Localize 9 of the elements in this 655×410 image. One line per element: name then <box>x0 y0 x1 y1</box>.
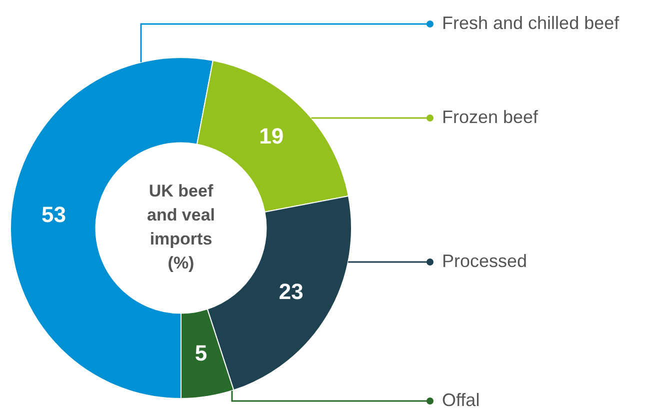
data-label: 19 <box>259 124 284 149</box>
data-label: 53 <box>41 202 66 228</box>
legend-label: Offal <box>442 390 480 410</box>
text: UK beef and veal imports (%) <box>146 182 216 273</box>
legend-label: Frozen beef <box>442 106 540 127</box>
data-label: 5 <box>194 340 208 366</box>
legend-label: Fresh and chilled beef <box>442 12 620 33</box>
legend-label: Processed <box>442 250 528 271</box>
data-label: 23 <box>278 279 304 304</box>
